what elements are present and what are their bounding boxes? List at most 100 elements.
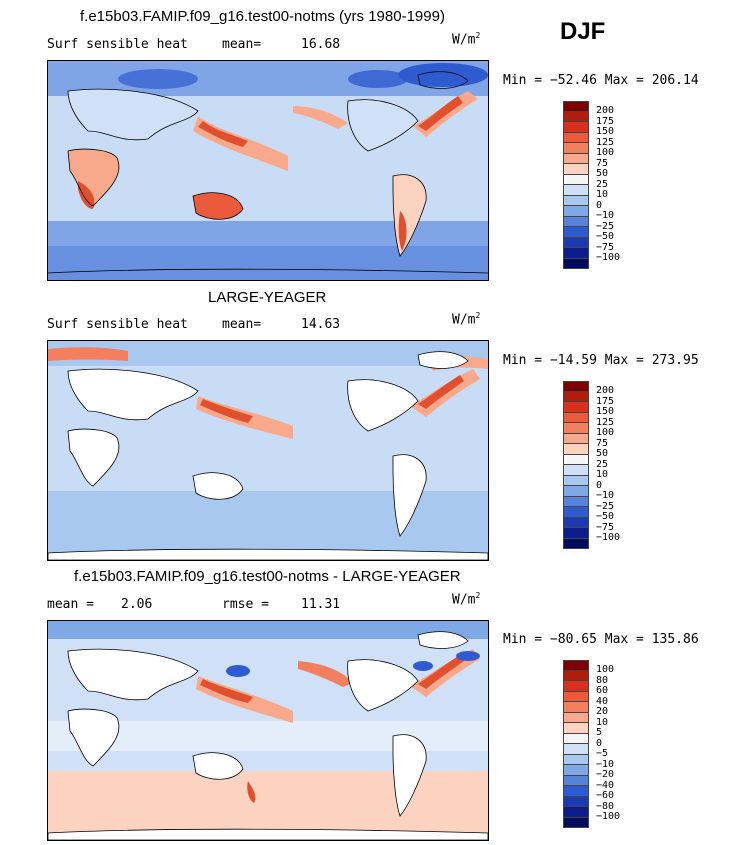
colorbar-tick: 125 xyxy=(596,416,615,428)
panel-1-map xyxy=(47,60,489,281)
panel-2-mean-value: 14.63 xyxy=(301,317,341,332)
colorbar-swatch xyxy=(563,391,589,402)
colorbar-swatch xyxy=(563,381,589,392)
colorbar-tick: 175 xyxy=(596,115,615,127)
colorbar-tick: 0 xyxy=(596,737,603,749)
colorbar-swatch xyxy=(563,258,589,269)
colorbar-swatch xyxy=(563,174,589,185)
colorbar-swatch xyxy=(563,475,589,486)
colorbar-swatch xyxy=(563,412,589,423)
panel-2-colorbar-ticks: 200 175 150 125 100 75 50 25 10 0 −10 −2… xyxy=(596,385,621,544)
colorbar-tick: −40 xyxy=(596,779,615,791)
colorbar-swatch xyxy=(563,248,589,259)
colorbar-swatch xyxy=(563,185,589,196)
panel-1-colorbar-ticks: 200 175 150 125 100 75 50 25 10 0 −10 −2… xyxy=(596,105,621,264)
colorbar-tick: −100 xyxy=(596,811,621,822)
colorbar-tick: −80 xyxy=(596,800,615,812)
panel-1-minmax: Min = −52.46 Max = 206.14 xyxy=(503,73,699,88)
panel-1-mean-value: 16.68 xyxy=(301,37,341,52)
colorbar-swatch xyxy=(563,486,589,497)
panel-3-units: W/m2 xyxy=(452,591,481,608)
colorbar-tick: 150 xyxy=(596,406,615,417)
colorbar-swatch xyxy=(563,153,589,164)
colorbar-tick: 175 xyxy=(596,395,615,407)
panel-2-colorbar xyxy=(563,381,589,549)
colorbar-tick: 25 xyxy=(596,178,609,190)
panel-2-title: LARGE-YEAGER xyxy=(208,289,327,306)
colorbar-tick: 100 xyxy=(596,664,615,675)
colorbar-tick: −20 xyxy=(596,769,615,780)
colorbar-tick: −50 xyxy=(596,511,615,522)
colorbar-tick: −75 xyxy=(596,521,615,533)
colorbar-tick: −100 xyxy=(596,252,621,263)
colorbar-swatch xyxy=(563,423,589,434)
colorbar-swatch xyxy=(563,660,589,671)
colorbar-swatch xyxy=(563,143,589,154)
colorbar-swatch xyxy=(563,817,589,828)
colorbar-tick: 50 xyxy=(596,168,609,179)
panel-2-variable-label: Surf sensible heat xyxy=(47,317,188,332)
panel-3-minmax: Min = −80.65 Max = 135.86 xyxy=(503,632,699,647)
colorbar-swatch xyxy=(563,754,589,765)
colorbar-tick: 10 xyxy=(596,189,609,200)
colorbar-tick: 25 xyxy=(596,458,609,470)
colorbar-swatch xyxy=(563,744,589,755)
panel-3-mean-label: mean = xyxy=(47,597,94,612)
panel-3-colorbar xyxy=(563,660,589,828)
panel-3-map-field xyxy=(48,621,488,840)
colorbar-swatch xyxy=(563,496,589,507)
colorbar-swatch xyxy=(563,681,589,692)
colorbar-tick: 80 xyxy=(596,674,609,686)
colorbar-swatch xyxy=(563,507,589,518)
colorbar-swatch xyxy=(563,528,589,539)
colorbar-swatch xyxy=(563,670,589,681)
panel-2-map-field xyxy=(48,341,488,560)
colorbar-swatch xyxy=(563,101,589,112)
panel-2-map xyxy=(47,340,489,561)
colorbar-swatch xyxy=(563,216,589,227)
colorbar-tick: 200 xyxy=(596,105,615,116)
colorbar-tick: 50 xyxy=(596,448,609,459)
panel-1-map-field xyxy=(48,61,488,280)
colorbar-swatch xyxy=(563,517,589,528)
colorbar-tick: 100 xyxy=(596,147,615,158)
panel-3-title: f.e15b03.FAMIP.f09_g16.test00-notms - LA… xyxy=(74,568,461,585)
colorbar-tick: 150 xyxy=(596,126,615,137)
colorbar-tick: −100 xyxy=(596,532,621,543)
season-label: DJF xyxy=(560,18,606,45)
colorbar-tick: −10 xyxy=(596,210,615,221)
colorbar-tick: 100 xyxy=(596,427,615,438)
panel-1-units: W/m2 xyxy=(452,31,481,48)
colorbar-swatch xyxy=(563,702,589,713)
colorbar-swatch xyxy=(563,402,589,413)
colorbar-swatch xyxy=(563,454,589,465)
panel-1-variable-label: Surf sensible heat xyxy=(47,37,188,52)
colorbar-swatch xyxy=(563,111,589,122)
colorbar-swatch xyxy=(563,164,589,175)
colorbar-tick: −25 xyxy=(596,500,615,512)
colorbar-swatch xyxy=(563,796,589,807)
colorbar-swatch xyxy=(563,433,589,444)
colorbar-tick: −10 xyxy=(596,758,615,770)
colorbar-tick: 20 xyxy=(596,706,609,717)
colorbar-tick: −50 xyxy=(596,231,615,242)
colorbar-tick: −5 xyxy=(596,748,609,759)
colorbar-swatch xyxy=(563,691,589,702)
colorbar-swatch xyxy=(563,712,589,723)
colorbar-tick: 0 xyxy=(596,479,603,491)
colorbar-swatch xyxy=(563,237,589,248)
colorbar-tick: −10 xyxy=(596,490,615,501)
panel-1-colorbar xyxy=(563,101,589,269)
colorbar-tick: −25 xyxy=(596,220,615,232)
colorbar-swatch xyxy=(563,786,589,797)
colorbar-swatch xyxy=(563,227,589,238)
colorbar-swatch xyxy=(563,775,589,786)
colorbar-swatch xyxy=(563,733,589,744)
panel-1-mean-label: mean= xyxy=(222,37,262,52)
panel-2-mean-label: mean= xyxy=(222,317,262,332)
panel-3-map xyxy=(47,620,489,841)
colorbar-swatch xyxy=(563,723,589,734)
panel-2-minmax: Min = −14.59 Max = 273.95 xyxy=(503,353,699,368)
colorbar-tick: 60 xyxy=(596,685,609,696)
colorbar-tick: 200 xyxy=(596,385,615,396)
